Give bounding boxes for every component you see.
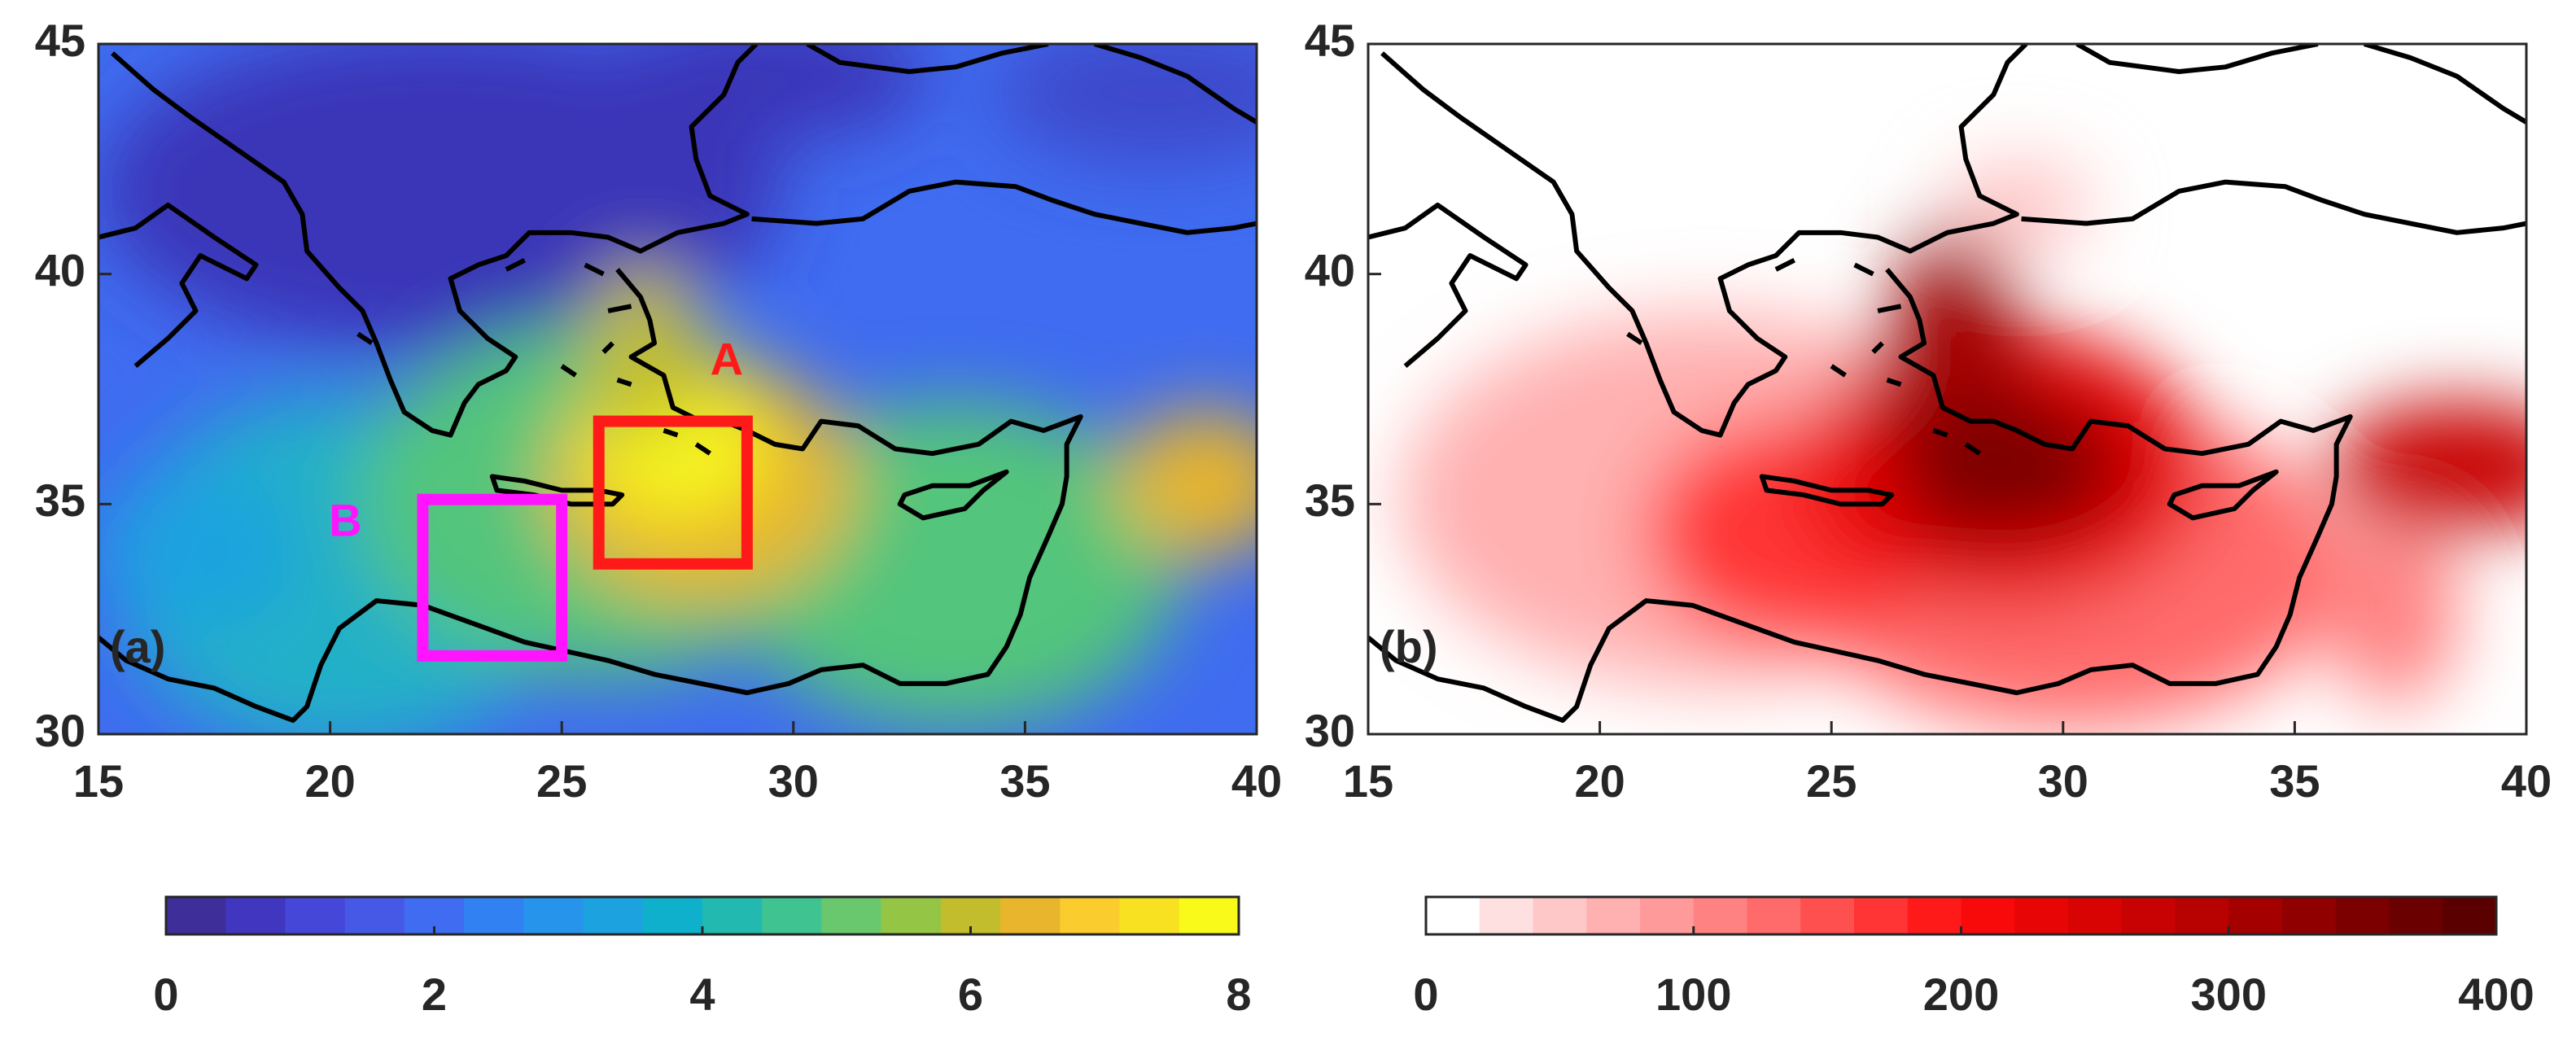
colorbar-bin (2389, 897, 2443, 934)
x-tick-label: 25 (536, 755, 587, 807)
field (98, 44, 1257, 734)
panel-label: (b) (1380, 621, 1438, 672)
colorbar-bin (1961, 897, 2015, 934)
colorbar: 0 100 200 300 400 (1413, 895, 2534, 1020)
colorbar-bin (642, 897, 703, 934)
colorbar-bin (583, 897, 644, 934)
colorbar-tick-label: 100 (1655, 969, 1731, 1020)
colorbar-tick-label: 2 (422, 969, 447, 1020)
colorbar-bin (2175, 897, 2229, 934)
region-label: A (711, 333, 743, 384)
colorbar-bin (1747, 897, 1801, 934)
colorbar: 0 2 4 6 8 (153, 895, 1252, 1020)
x-tick-label: 20 (1574, 755, 1625, 807)
y-tick-label: 35 (35, 475, 85, 526)
colorbar-tick-label: 300 (2191, 969, 2267, 1020)
colorbar-bin (1907, 897, 1962, 934)
colorbar-tick-label: 0 (1413, 969, 1438, 1020)
y-tick-label: 45 (35, 15, 85, 66)
x-tick-label: 30 (2038, 755, 2088, 807)
colorbar-bin (821, 897, 882, 934)
colorbar-bin (702, 897, 763, 934)
x-tick-label: 40 (1231, 755, 1282, 807)
x-tick-label: 20 (304, 755, 355, 807)
region-label: B (329, 494, 361, 545)
axes-frame (97, 42, 1258, 736)
colorbar-bin (2335, 897, 2390, 934)
colorbar-tick-label: 0 (153, 969, 178, 1020)
colorbar-tick-label: 6 (958, 969, 983, 1020)
colorbar-bin (2014, 897, 2069, 934)
colorbar-bin (2443, 897, 2497, 934)
x-tick-label: 30 (768, 755, 819, 807)
colorbar-tick-label: 200 (1923, 969, 1999, 1020)
colorbar-bin (1854, 897, 1909, 934)
colorbar-bin (1179, 897, 1240, 934)
colorbar-bin (1426, 897, 1480, 934)
x-tick-label: 35 (999, 755, 1050, 807)
colorbar-bin (1586, 897, 1641, 934)
colorbar-bin (2121, 897, 2176, 934)
colorbar-bin (1693, 897, 1747, 934)
colorbar-tick-label: 400 (2458, 969, 2534, 1020)
colorbar-bin (1479, 897, 1533, 934)
region-box (417, 493, 568, 662)
colorbar-bin (2068, 897, 2123, 934)
field (1368, 44, 2526, 734)
colorbar-bin (1533, 897, 1587, 934)
x-tick-label: 25 (1806, 755, 1857, 807)
colorbar-bin (1640, 897, 1695, 934)
y-tick-label: 45 (1305, 15, 1355, 66)
colorbar-bin (2282, 897, 2337, 934)
y-tick-label: 30 (35, 705, 85, 756)
y-tick-label: 35 (1305, 475, 1355, 526)
colorbar-bin (762, 897, 822, 934)
colorbar-bin (285, 897, 346, 934)
colorbar-bin (166, 897, 226, 934)
x-tick-label: 40 (2501, 755, 2552, 807)
colorbar-bin (1000, 897, 1061, 934)
colorbar-bin (1060, 897, 1121, 934)
x-tick-label: 35 (2269, 755, 2320, 807)
panel-label: (a) (110, 621, 165, 672)
colorbar-bin (2228, 897, 2283, 934)
map-panel: (b) 15 20 25 30 35 40 30 35 40 45 (1305, 15, 2552, 807)
axes-frame (1367, 42, 2528, 736)
y-tick-label: 40 (1305, 244, 1355, 295)
colorbar-bin (344, 897, 405, 934)
colorbar-bin (1119, 897, 1180, 934)
x-tick-label: 15 (1343, 755, 1393, 807)
colorbar-bin (225, 897, 286, 934)
colorbar-bin (464, 897, 524, 934)
x-tick-label: 15 (73, 755, 124, 807)
colorbar-tick-label: 8 (1226, 969, 1251, 1020)
colorbar-bin (1800, 897, 1855, 934)
colorbar-tick-label: 4 (689, 969, 715, 1020)
colorbar-bin (523, 897, 584, 934)
y-tick-label: 40 (35, 244, 85, 295)
colorbar-bin (881, 897, 942, 934)
region-box (593, 415, 753, 570)
y-tick-label: 30 (1305, 705, 1355, 756)
map-panel: (a) 15 20 25 30 35 40 30 35 40 45 A B (35, 15, 1282, 807)
